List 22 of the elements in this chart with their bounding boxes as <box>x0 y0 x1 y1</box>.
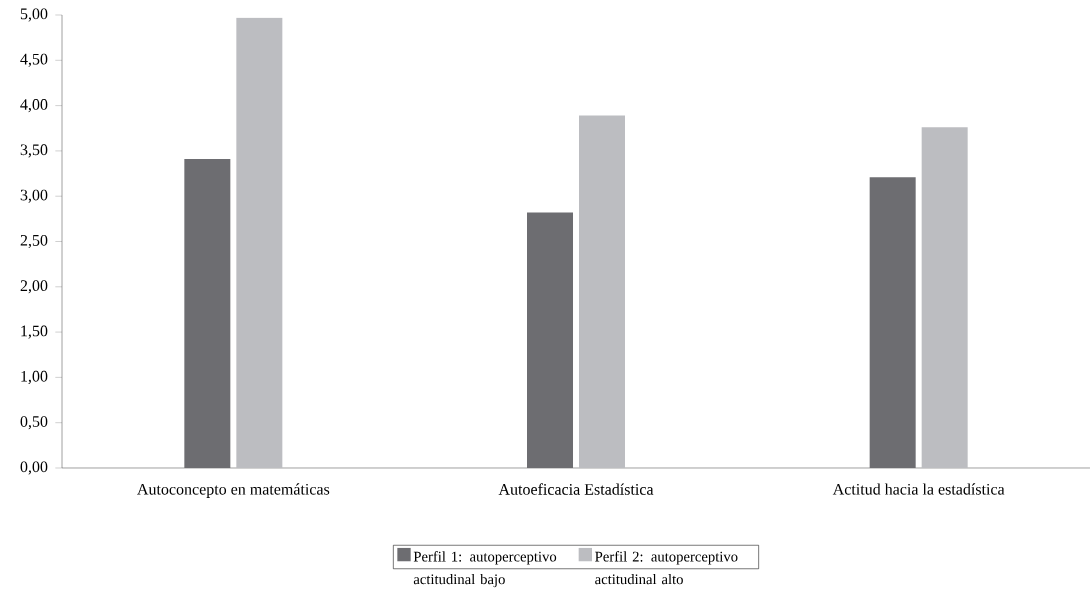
y-tick-label: 2,00 <box>20 280 48 294</box>
legend-label: Perfil 2: autoperceptivo actitudinal alto <box>595 551 738 585</box>
bar <box>184 159 231 468</box>
y-tick-label: 3,50 <box>20 144 48 158</box>
y-tick-label: 5,00 <box>20 8 48 22</box>
y-tick-label: 3,00 <box>20 189 48 203</box>
bar <box>921 127 968 468</box>
legend-label: Perfil 1: autoperceptivo actitudinal bajo <box>413 551 557 588</box>
bar <box>869 177 916 468</box>
y-tick-label: 1,00 <box>21 370 48 384</box>
y-tick-label: 1,50 <box>21 325 48 339</box>
x-tick-label: Autoconcepto en matemáticas <box>137 483 330 498</box>
x-tick-label: Autoeficacia Estadística <box>498 483 654 495</box>
y-tick-label: 4,00 <box>20 99 48 113</box>
y-tick-label: 0,50 <box>20 416 48 430</box>
y-tick-label: 4,50 <box>20 53 48 67</box>
bar <box>579 115 626 468</box>
x-tick-label: Actitud hacia la estadística <box>832 483 1005 495</box>
bar <box>527 212 573 468</box>
bar <box>236 17 283 468</box>
y-tick-label: 2,50 <box>20 234 48 249</box>
y-tick-label: 0,00 <box>20 461 48 475</box>
